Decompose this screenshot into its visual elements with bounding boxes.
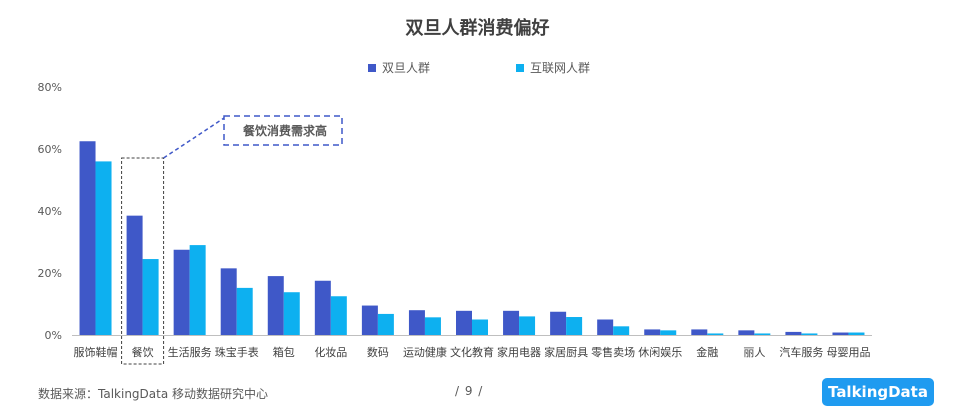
bar-series-2 <box>142 259 159 335</box>
bar-series-1 <box>832 332 849 335</box>
bar-series-1 <box>550 311 567 335</box>
bar-series-2 <box>236 287 253 335</box>
x-tick-label: 零售卖场 <box>591 345 635 359</box>
x-tick-label: 家用电器 <box>497 345 541 359</box>
bar-series-1 <box>173 249 190 335</box>
x-tick-label: 休闲娱乐 <box>638 345 682 359</box>
x-tick-label: 金融 <box>696 345 718 359</box>
bar-series-2 <box>848 332 865 335</box>
x-tick-label: 生活服务 <box>168 345 212 359</box>
bar-series-2 <box>613 326 630 335</box>
bar-series-1 <box>597 319 614 335</box>
y-tick-label: 0% <box>45 329 62 342</box>
chart-title: 双旦人群消费偏好 <box>405 18 550 39</box>
x-tick-label: 汽车服务 <box>779 345 823 359</box>
bar-series-1 <box>126 215 143 335</box>
bar-series-1 <box>503 310 520 335</box>
y-tick-label: 20% <box>38 267 62 280</box>
bar-series-1 <box>785 331 802 335</box>
legend: 双旦人群 互联网人群 <box>0 59 955 79</box>
bar-series-2 <box>801 333 818 335</box>
legend-item-series-1: 双旦人群 <box>368 59 430 76</box>
bar-series-2 <box>189 245 206 335</box>
x-tick-label: 母婴用品 <box>826 346 870 359</box>
data-source-note: 数据来源：TalkingData 移动数据研究中心 <box>38 387 269 401</box>
bar-series-2 <box>283 292 300 335</box>
y-tick-label: 80% <box>38 81 62 94</box>
bar-series-1 <box>267 276 284 335</box>
bar-series-2 <box>707 333 724 335</box>
x-tick-label: 珠宝手表 <box>215 345 259 359</box>
bar-series-2 <box>330 296 347 335</box>
x-tick-label: 文化教育 <box>450 345 494 359</box>
callout-leader-line <box>163 117 225 159</box>
page-number: / 9 / <box>455 384 484 398</box>
bar-series-1 <box>644 329 661 335</box>
bar-series-1 <box>361 305 378 335</box>
y-tick-label: 40% <box>38 205 62 218</box>
callout-highlight-box <box>121 157 165 365</box>
y-tick-label: 60% <box>38 143 62 156</box>
bar-series-2 <box>519 316 536 335</box>
bar-series-2 <box>660 330 677 335</box>
bar-series-1 <box>220 268 237 335</box>
legend-item-series-2: 互联网人群 <box>516 59 590 76</box>
bar-series-1 <box>79 141 96 335</box>
bar-series-2 <box>754 333 771 335</box>
bar-series-1 <box>456 310 472 335</box>
bar-series-2 <box>424 317 441 335</box>
bar-series-1 <box>738 330 755 335</box>
callout-label-box <box>223 115 343 146</box>
bar-series-2 <box>95 161 112 335</box>
x-tick-label: 餐饮 <box>132 345 154 359</box>
legend-label-series-2: 互联网人群 <box>530 61 591 75</box>
bar-series-1 <box>691 329 708 335</box>
x-tick-label: 丽人 <box>743 346 765 359</box>
x-tick-label: 化妆品 <box>314 345 347 359</box>
bar-series-2 <box>566 317 583 335</box>
bar-series-1 <box>408 310 425 335</box>
legend-label-series-1: 双旦人群 <box>382 61 431 75</box>
x-tick-label: 服饰鞋帽 <box>74 345 118 359</box>
talkingdata-logo: TalkingData <box>822 378 934 406</box>
x-tick-label: 箱包 <box>273 345 295 359</box>
x-tick-label: 家居厨具 <box>544 345 588 359</box>
legend-swatch-series-1 <box>368 63 376 72</box>
bar-series-2 <box>472 319 488 335</box>
bar-series-2 <box>377 313 394 335</box>
callout-label: 餐饮消费需求高 <box>242 124 327 138</box>
bar-series-1 <box>314 280 331 335</box>
x-tick-label: 数码 <box>367 346 389 359</box>
x-tick-label: 运动健康 <box>403 345 447 359</box>
legend-swatch-series-2 <box>516 63 524 72</box>
